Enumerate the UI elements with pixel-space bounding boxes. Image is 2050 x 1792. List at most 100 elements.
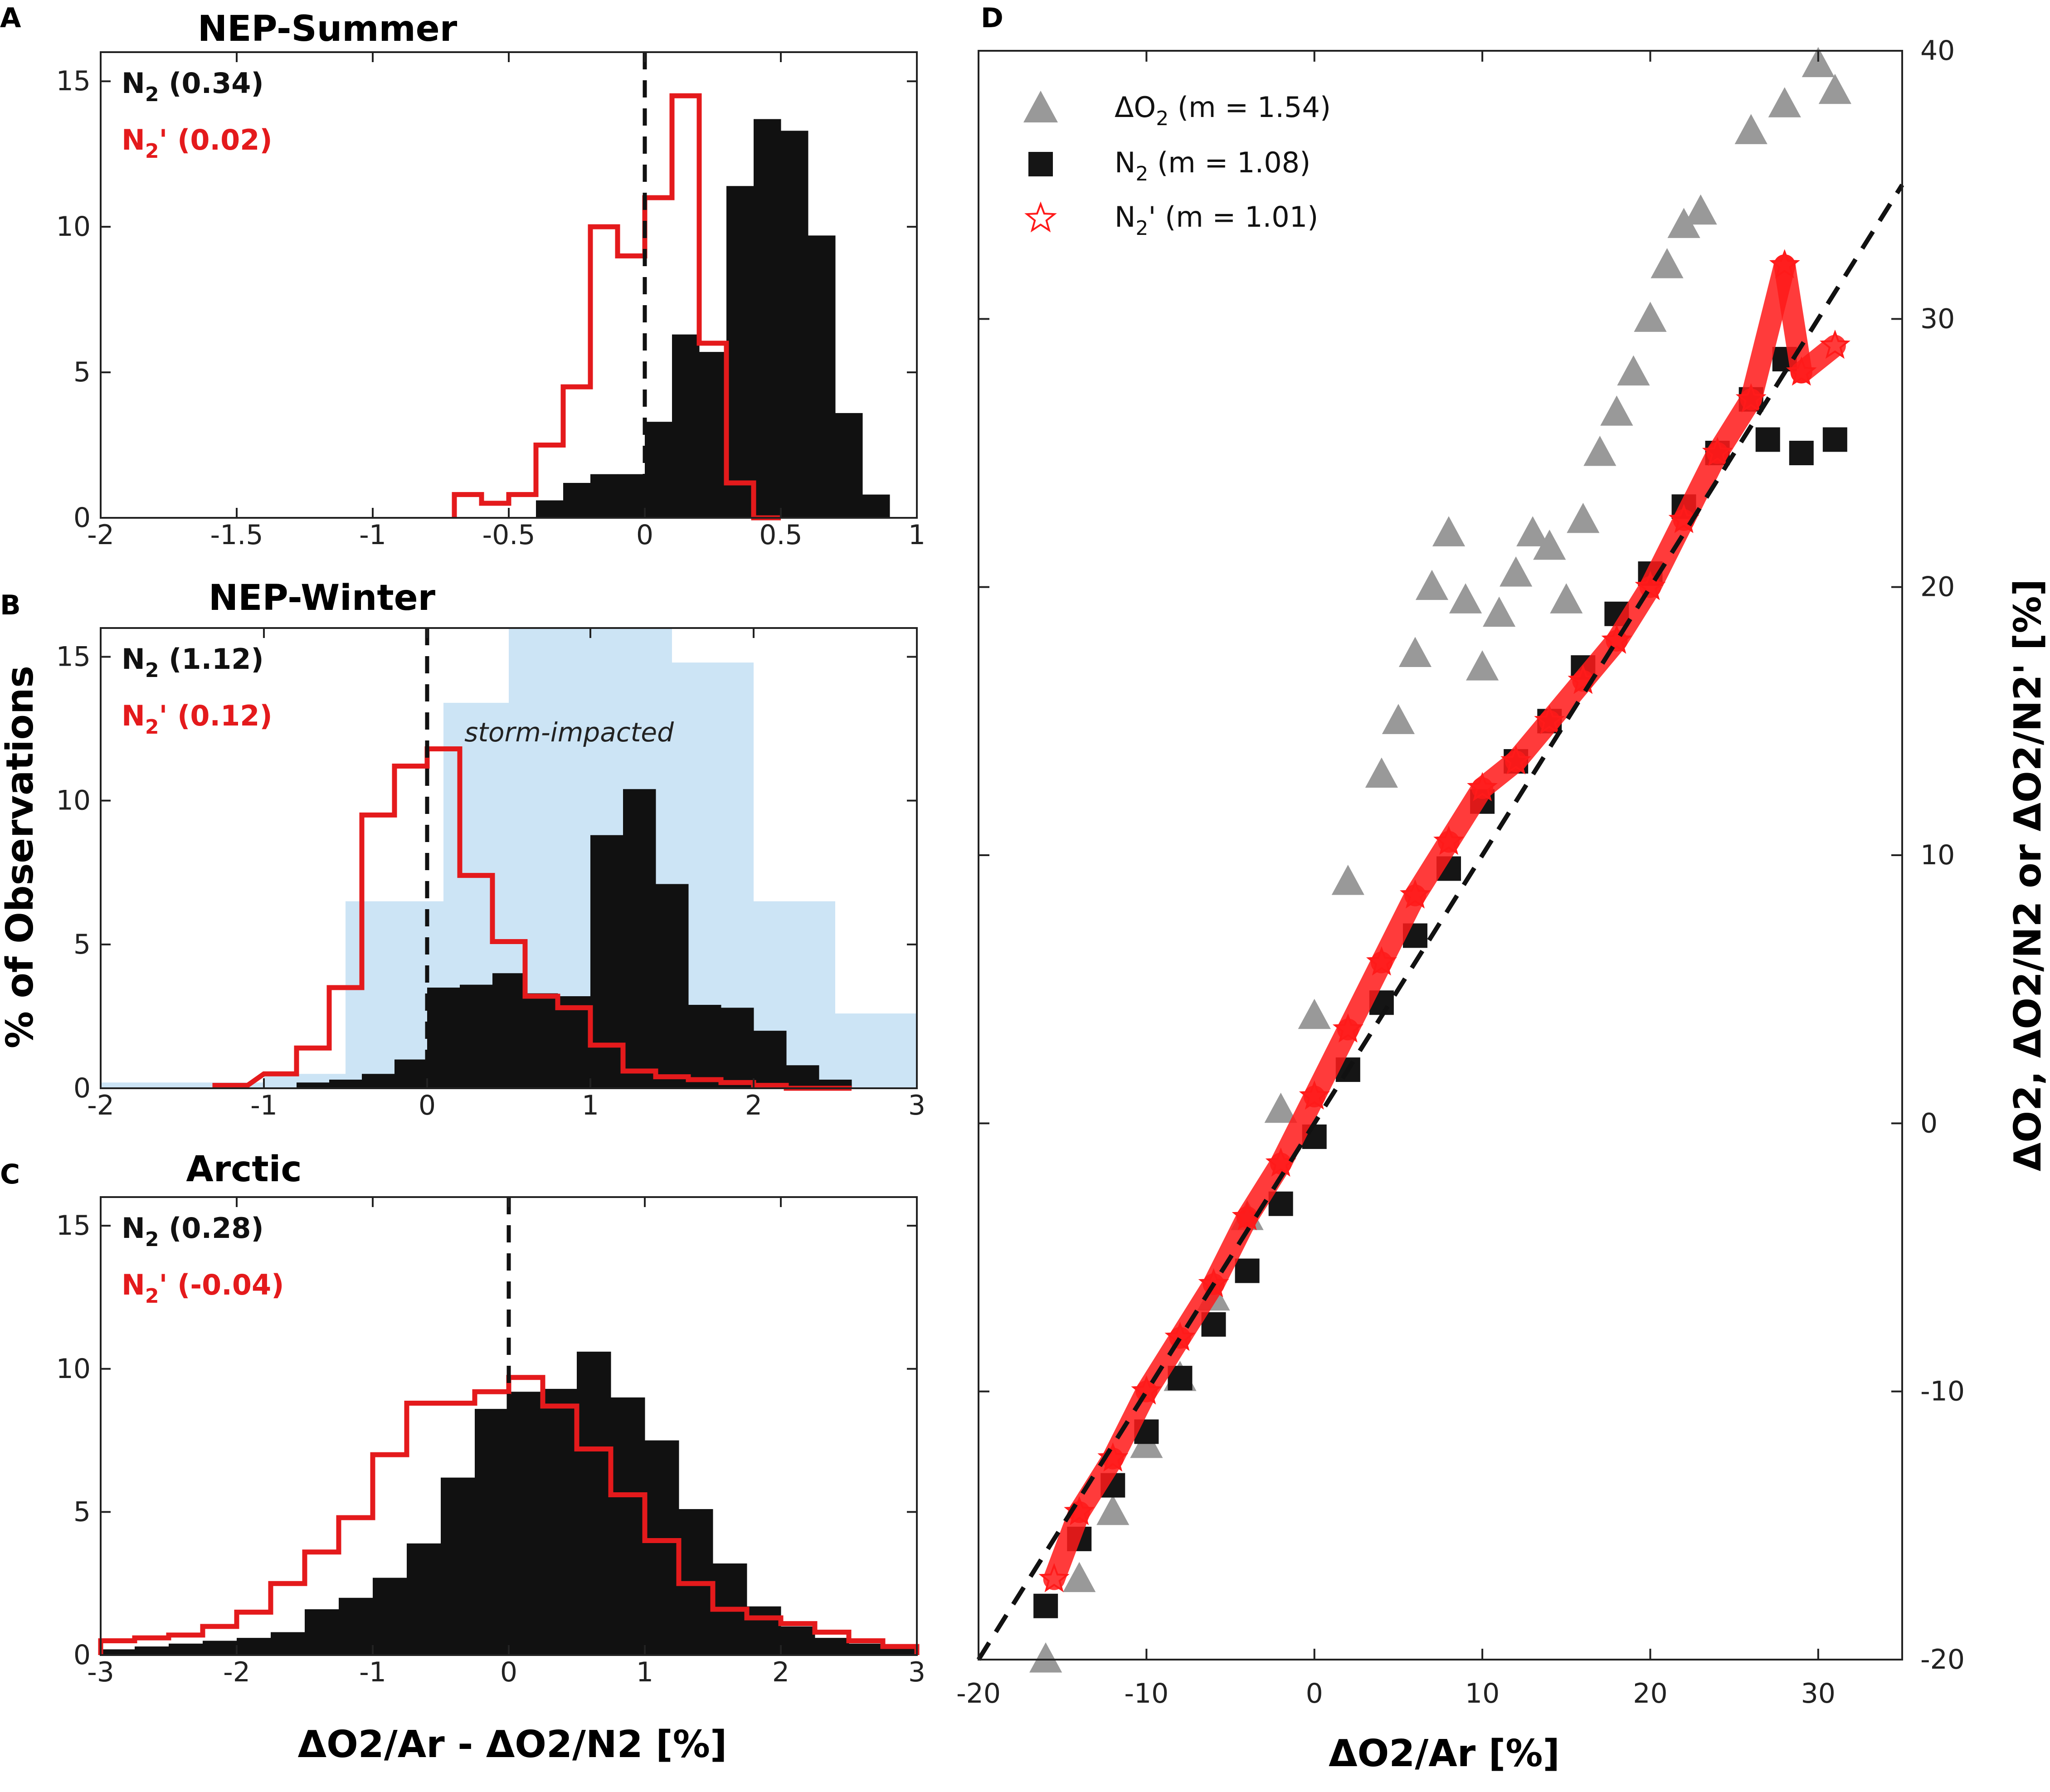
panel-d-y-axis-label: ΔO2, ΔO2/N2 or ΔO2/N2' [%] bbox=[2006, 579, 2050, 1171]
panel-b-y-tick-label: 5 bbox=[73, 929, 91, 960]
panel-a-x-tick-label: 0.5 bbox=[759, 519, 802, 551]
n2-square-marker bbox=[1755, 427, 1780, 452]
panel-a-n2-bar bbox=[781, 131, 808, 518]
panel-a-n2-bar bbox=[672, 334, 700, 518]
panel-c-n2-mean-label: N2 (0.28) bbox=[122, 1212, 264, 1251]
legend-label: N2' (m = 1.01) bbox=[1115, 200, 1318, 240]
panel-b-n2-bar bbox=[492, 973, 526, 1088]
do2-triangle-marker bbox=[1264, 1092, 1297, 1123]
panel-c-n2-bar bbox=[305, 1609, 339, 1655]
panel-a-n2-bar bbox=[754, 119, 781, 518]
do2-triangle-marker bbox=[1583, 436, 1617, 466]
panel-c-x-tick-label: -3 bbox=[87, 1656, 114, 1688]
panel-b-storm-bar bbox=[835, 1013, 917, 1088]
do2-triangle-marker bbox=[1382, 704, 1415, 734]
panel-letter-a: A bbox=[0, 2, 21, 34]
panel-a-n2-bar bbox=[645, 422, 672, 518]
do2-triangle-marker bbox=[1634, 302, 1667, 332]
panel-c-n2-bar bbox=[543, 1388, 577, 1655]
panel-c-y-tick-label: 15 bbox=[56, 1210, 91, 1242]
panel-a-x-tick-label: 0 bbox=[636, 519, 653, 551]
panel-b-n2-bar bbox=[460, 984, 493, 1088]
one-to-one-reference-line bbox=[976, 184, 1904, 1661]
panel-b-n2-bar bbox=[590, 835, 623, 1088]
panel-d-y-tick-label: 0 bbox=[1920, 1107, 1938, 1139]
panel-b-y-tick-label: 0 bbox=[73, 1072, 91, 1104]
panel-c-n2-bar bbox=[407, 1543, 441, 1655]
panel-d-y-tick-label: -20 bbox=[1920, 1644, 1965, 1675]
panel-d-y-tick-label: 20 bbox=[1920, 571, 1955, 603]
do2-triangle-marker bbox=[1415, 570, 1449, 600]
n2prime-dense-cloud bbox=[1270, 1086, 1325, 1175]
panel-b-n2-mean-label: N2 (1.12) bbox=[122, 643, 264, 682]
panel-d-x-tick-label: -20 bbox=[956, 1678, 1001, 1709]
panel-b-n2-bar bbox=[297, 1082, 330, 1088]
do2-triangle-marker bbox=[1500, 556, 1533, 587]
panel-c-x-tick-label: 3 bbox=[908, 1656, 925, 1688]
panel-b-n2-bar bbox=[721, 1008, 754, 1088]
panel-letter-d: D bbox=[981, 2, 1003, 34]
legend-square-icon bbox=[1028, 152, 1053, 176]
panel-a-n2prime-step-line bbox=[452, 93, 781, 521]
n2-square-marker bbox=[1822, 427, 1847, 452]
panel-b-x-tick-label: -2 bbox=[87, 1090, 114, 1121]
panel-a-n2-bar bbox=[835, 413, 863, 518]
panel-b-histogram: -2 -1 0 1 2 3 0 5 10 15 N2 (1.12) N2' (0.12) bbox=[56, 627, 925, 1121]
do2-triangle-marker bbox=[1567, 502, 1600, 533]
panel-letter-c: C bbox=[0, 1159, 20, 1190]
panel-a-n2-bar bbox=[699, 352, 727, 518]
do2-triangle-marker bbox=[1617, 355, 1650, 386]
do2-triangle-marker bbox=[1029, 1642, 1062, 1673]
panel-d-scatter: -20 -10 0 10 20 30 -20 -10 0 10 20 30 40 ΔO2 (m = 1.5… bbox=[956, 35, 1965, 1709]
do2-triangle-marker bbox=[1550, 583, 1583, 614]
panel-a-n2-mean-label: N2 (0.34) bbox=[122, 67, 264, 106]
do2-triangle-marker bbox=[1432, 516, 1466, 546]
panel-c-n2-bar bbox=[441, 1477, 475, 1655]
panel-a-x-tick-label: -1.5 bbox=[210, 519, 263, 551]
panel-c-n2-bar bbox=[475, 1409, 509, 1655]
panel-a-y-tick-label: 0 bbox=[73, 502, 91, 534]
panel-b-n2-bar bbox=[525, 993, 558, 1088]
panel-b-n2-bar bbox=[688, 1005, 721, 1088]
do2-triangle-marker bbox=[1063, 1562, 1096, 1592]
do2-triangle-marker bbox=[1365, 757, 1398, 788]
panel-c-y-tick-label: 5 bbox=[73, 1496, 91, 1528]
storm-impacted-annotation: storm-impacted bbox=[464, 717, 674, 748]
panel-c-n2-bar bbox=[781, 1626, 815, 1655]
panel-b-n2prime-step-line bbox=[212, 746, 852, 1091]
panel-c-histogram: -3 -2 -1 0 1 2 3 0 5 10 15 N2 (0.28) N2' (-0.04) bbox=[56, 1196, 925, 1688]
legend-label: N2 (m = 1.08) bbox=[1115, 146, 1310, 185]
panel-a-x-tick-label: -1 bbox=[359, 519, 386, 551]
panel-c-n2-bar bbox=[339, 1597, 373, 1655]
panel-c-y-tick-label: 10 bbox=[56, 1353, 91, 1385]
panel-d-y-tick-label: 10 bbox=[1920, 839, 1955, 871]
panel-c-n2-bar bbox=[509, 1392, 543, 1655]
panel-c-y-tick-label: 0 bbox=[73, 1639, 91, 1671]
do2-triangle-marker bbox=[1298, 998, 1331, 1029]
n2-square-marker bbox=[1789, 441, 1814, 465]
panel-a-n2-bar bbox=[808, 235, 836, 518]
n2prime-dense-cloud bbox=[1790, 335, 1846, 384]
panel-a-x-tick-label: -2 bbox=[87, 519, 114, 551]
panel-a-n2-bar bbox=[618, 474, 645, 518]
panel-d-x-axis-label: ΔO2/Ar [%] bbox=[1329, 1732, 1560, 1775]
panel-c-x-axis-label: ΔO2/Ar - ΔO2/N2 [%] bbox=[298, 1723, 727, 1766]
panel-c-n2-bar bbox=[169, 1643, 203, 1655]
legend-star-icon bbox=[1024, 201, 1057, 233]
panel-d-x-tick-label: -10 bbox=[1124, 1678, 1169, 1709]
panel-letter-b: B bbox=[0, 589, 21, 621]
panel-b-n2prime-mean-label: N2' (0.12) bbox=[122, 699, 273, 739]
panel-c-n2-bar bbox=[849, 1643, 883, 1655]
panel-c-x-tick-label: 0 bbox=[500, 1656, 517, 1688]
panel-a-title: NEP-Summer bbox=[198, 9, 458, 49]
panel-c-n2prime-mean-label: N2' (-0.04) bbox=[122, 1268, 284, 1308]
do2-triangle-marker bbox=[1734, 114, 1768, 144]
panel-c-n2-bar bbox=[815, 1638, 849, 1655]
panel-a-n2prime-mean-label: N2' (0.02) bbox=[122, 123, 273, 163]
n2prime-dense-cloud bbox=[1370, 884, 1426, 974]
panel-a-y-tick-label: 5 bbox=[73, 356, 91, 388]
panel-a-y-tick-label: 10 bbox=[56, 211, 91, 243]
do2-triangle-marker bbox=[1331, 865, 1364, 895]
